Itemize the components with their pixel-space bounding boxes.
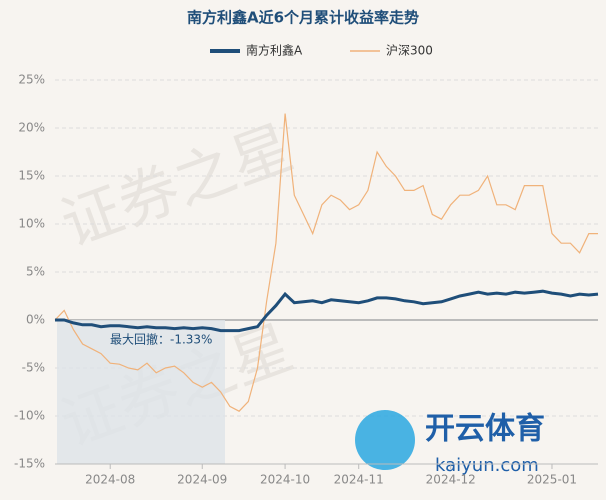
y-tick-label: 0% (26, 313, 45, 327)
x-tick-label: 2024-09 (177, 473, 227, 487)
y-tick-label: 25% (18, 73, 45, 87)
x-tick-label: 2024-11 (334, 473, 384, 487)
x-tick-label: 2024-08 (85, 473, 135, 487)
logo-icon (355, 410, 415, 470)
y-tick-label: 20% (18, 121, 45, 135)
chart-title: 南方利鑫A近6个月累计收益率走势 (187, 9, 419, 27)
drawdown-area (57, 320, 225, 464)
y-tick-label: 5% (26, 265, 45, 279)
x-tick-label: 2024-12 (426, 473, 476, 487)
y-tick-label: 10% (18, 217, 45, 231)
x-tick-label: 2024-10 (260, 473, 310, 487)
legend-label: 南方利鑫A (246, 43, 303, 58)
legend-label: 沪深300 (386, 44, 433, 58)
series-line (54, 113, 598, 412)
x-tick-label: 2025-01 (527, 473, 577, 487)
logo-text: 开云体育 (425, 412, 545, 447)
series-line (55, 289, 599, 333)
logo-url: kaiyun.com (435, 455, 539, 476)
y-tick-label: -5% (22, 361, 45, 375)
annotation: 最大回撤：-1.33% (110, 332, 212, 347)
y-tick-label: 15% (18, 169, 45, 183)
y-tick-label: -15% (14, 457, 45, 471)
y-tick-label: -10% (14, 409, 45, 423)
